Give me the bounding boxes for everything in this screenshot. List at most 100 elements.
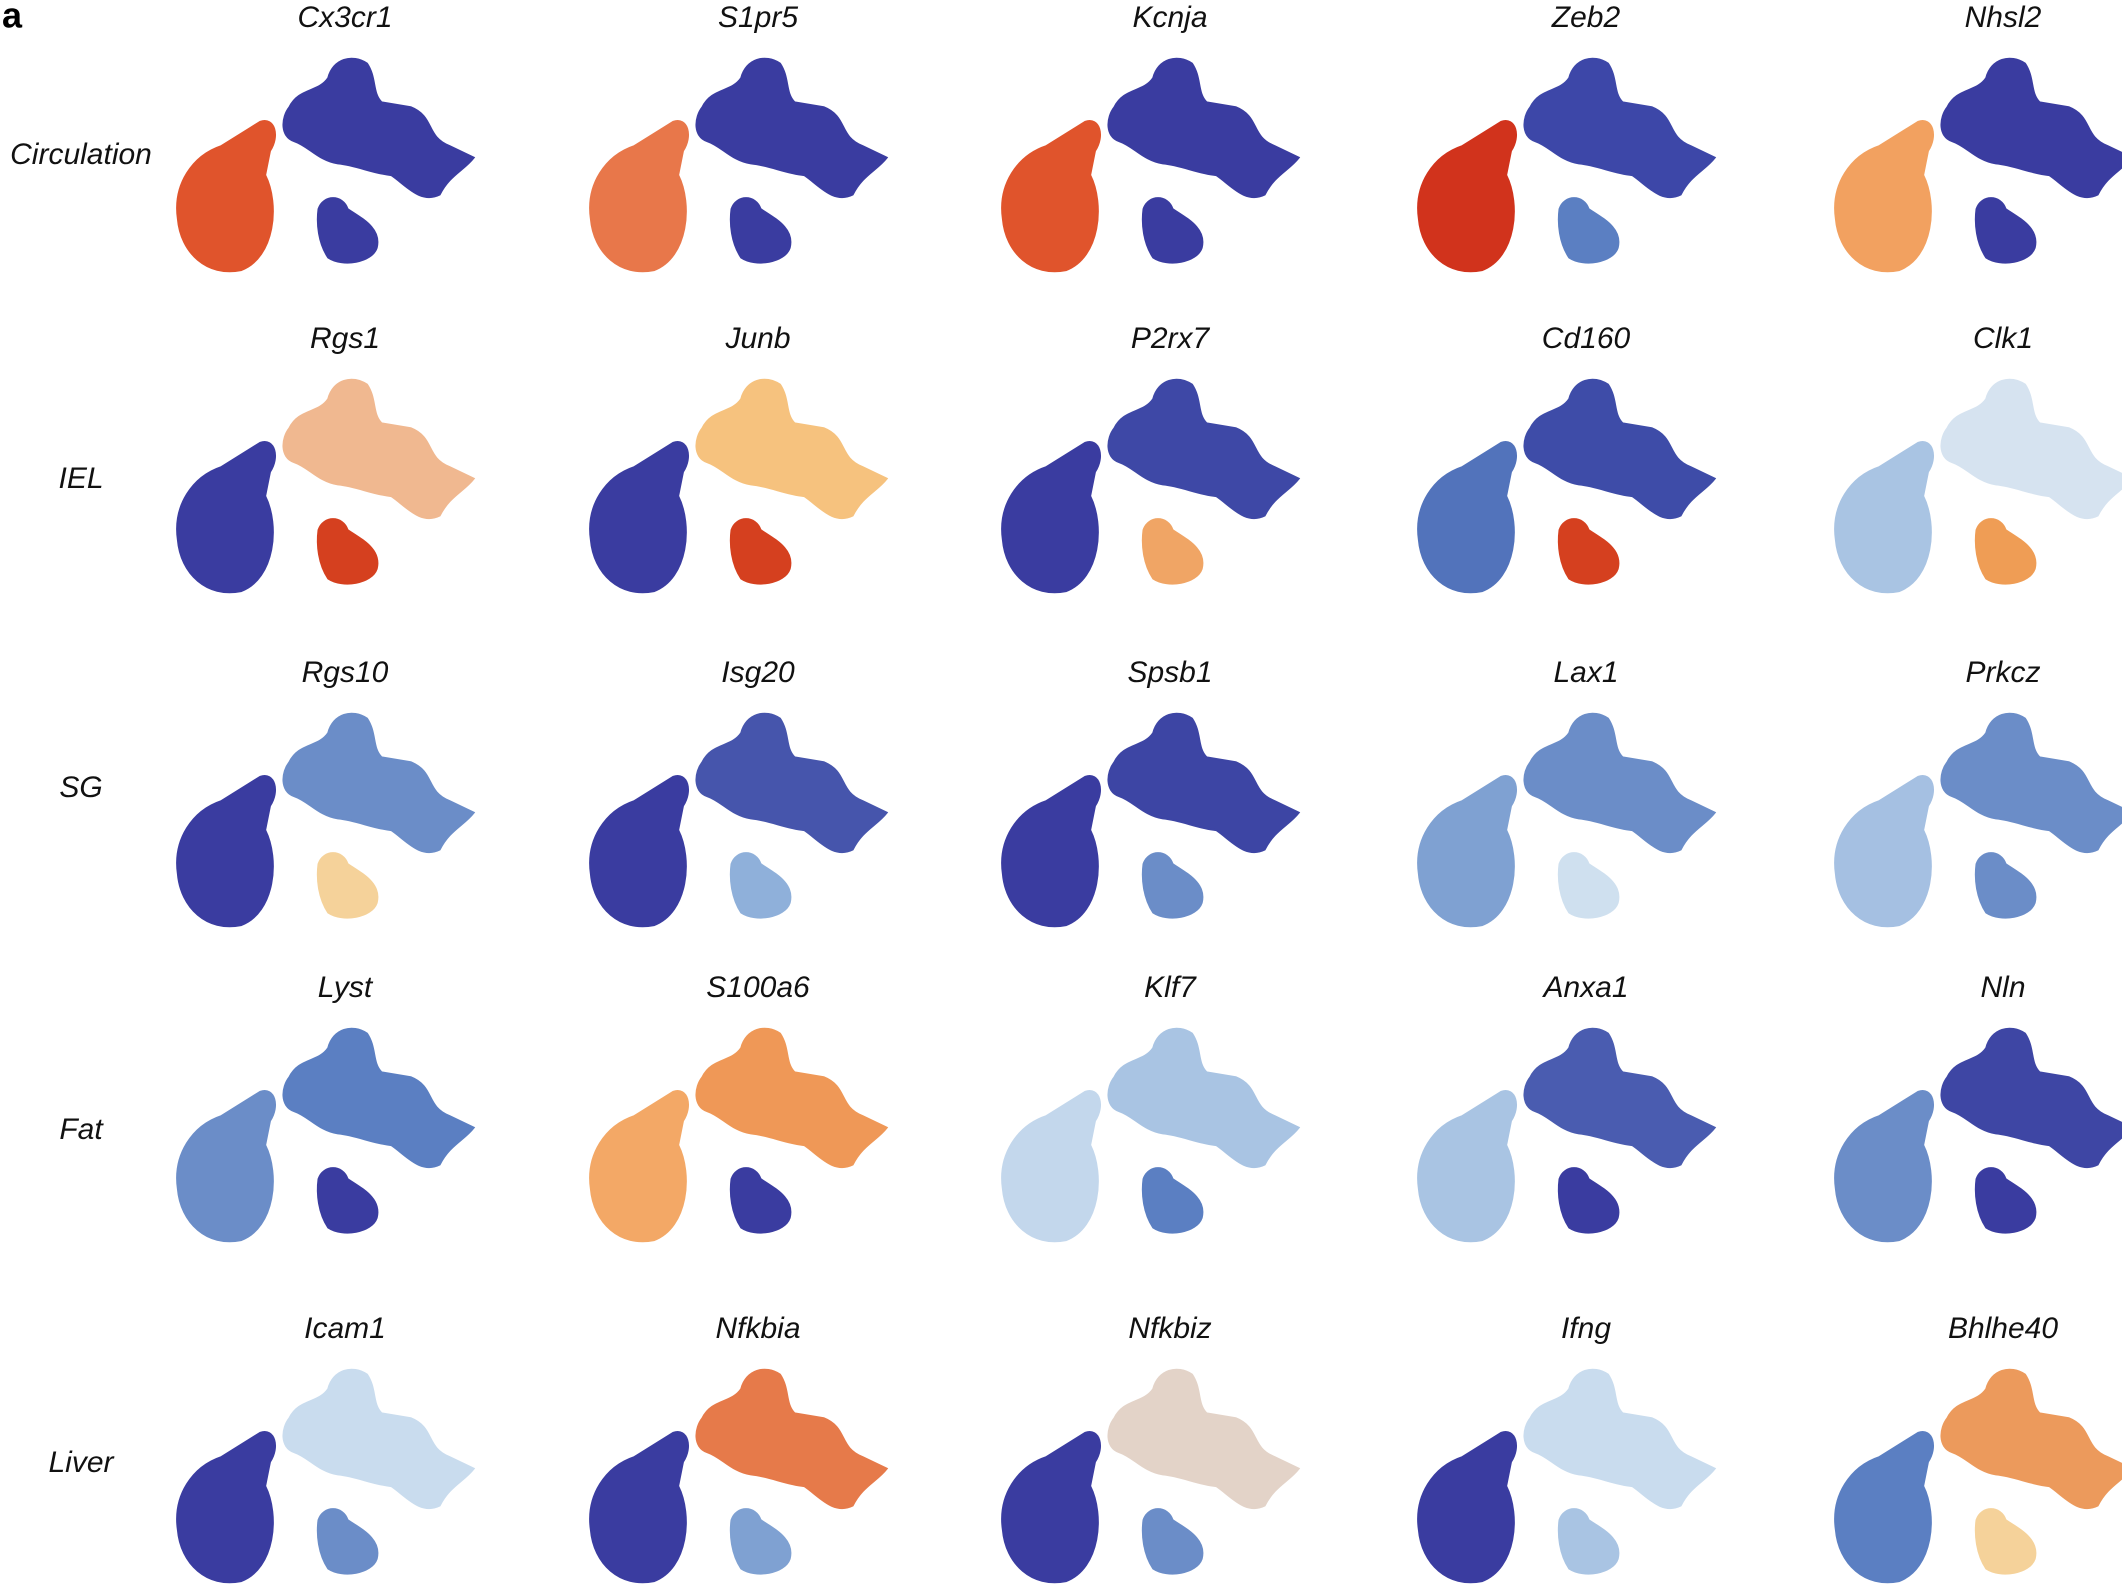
umap-bottom-cluster <box>1974 852 2037 919</box>
umap-bottom-cluster <box>1557 852 1620 919</box>
umap-plot <box>176 1027 476 1243</box>
umap-plot <box>1834 1368 2122 1584</box>
umap-plot <box>1001 712 1301 928</box>
tissue-label: Liver <box>48 1446 114 1479</box>
umap-main-cluster <box>1523 57 1717 198</box>
umap-left-cluster <box>176 1090 276 1243</box>
umap-bottom-cluster <box>1557 1167 1620 1234</box>
umap-plot <box>1001 378 1301 594</box>
umap-plot <box>176 712 476 928</box>
umap-bottom-cluster <box>1974 518 2037 585</box>
umap-left-cluster <box>589 775 689 928</box>
tissue-label: IEL <box>58 462 103 495</box>
umap-bottom-cluster <box>1557 1508 1620 1575</box>
umap-bottom-cluster <box>316 1167 379 1234</box>
umap-main-cluster <box>1523 712 1717 853</box>
umap-bottom-cluster <box>1974 1167 2037 1234</box>
umap-left-cluster <box>1834 1431 1934 1584</box>
umap-bottom-cluster <box>729 197 792 264</box>
umap-plot <box>589 712 889 928</box>
gene-title: Lax1 <box>1553 656 1618 689</box>
umap-main-cluster <box>695 378 889 519</box>
umap-bottom-cluster <box>729 1167 792 1234</box>
umap-main-cluster <box>1523 1027 1717 1168</box>
umap-plot <box>589 57 889 273</box>
umap-main-cluster <box>1940 378 2122 519</box>
umap-main-cluster <box>1940 1027 2122 1168</box>
gene-title: Kcnja <box>1132 1 1207 34</box>
umap-plot <box>1001 57 1301 273</box>
umap-bottom-cluster <box>1141 852 1204 919</box>
umap-plot <box>176 1368 476 1584</box>
umap-plot <box>1417 57 1717 273</box>
umap-plot <box>176 378 476 594</box>
umap-plot <box>176 57 476 273</box>
umap-bottom-cluster <box>729 518 792 585</box>
umap-plot <box>1834 712 2122 928</box>
umap-left-cluster <box>1417 1090 1517 1243</box>
umap-main-cluster <box>1940 57 2122 198</box>
umap-bottom-cluster <box>1974 1508 2037 1575</box>
umap-left-cluster <box>589 1090 689 1243</box>
umap-plot <box>589 1368 889 1584</box>
panel-label: a <box>2 0 23 36</box>
umap-plot <box>589 1027 889 1243</box>
umap-main-cluster <box>1107 1027 1301 1168</box>
umap-bottom-cluster <box>729 1508 792 1575</box>
umap-main-cluster <box>1107 378 1301 519</box>
gene-title: Nhsl2 <box>1965 1 2042 34</box>
umap-main-cluster <box>1940 712 2122 853</box>
umap-bottom-cluster <box>1141 518 1204 585</box>
umap-left-cluster <box>1001 1090 1101 1243</box>
umap-left-cluster <box>176 1431 276 1584</box>
umap-main-cluster <box>1107 57 1301 198</box>
gene-title: Isg20 <box>721 656 795 689</box>
umap-left-cluster <box>589 120 689 273</box>
umap-left-cluster <box>1001 775 1101 928</box>
tissue-label: Circulation <box>10 138 152 171</box>
umap-left-cluster <box>1001 120 1101 273</box>
gene-title: S1pr5 <box>718 1 798 34</box>
umap-bottom-cluster <box>316 197 379 264</box>
umap-left-cluster <box>1001 441 1101 594</box>
umap-main-cluster <box>282 378 476 519</box>
umap-plot <box>1417 1368 1717 1584</box>
umap-main-cluster <box>1107 1368 1301 1509</box>
umap-bottom-cluster <box>1974 197 2037 264</box>
umap-main-cluster <box>695 57 889 198</box>
gene-title: Klf7 <box>1144 971 1197 1004</box>
umap-main-cluster <box>1523 1368 1717 1509</box>
umap-bottom-cluster <box>316 518 379 585</box>
umap-main-cluster <box>282 1027 476 1168</box>
gene-title: Nfkbiz <box>1128 1312 1211 1345</box>
umap-left-cluster <box>176 120 276 273</box>
gene-title: Zeb2 <box>1551 1 1621 34</box>
umap-main-cluster <box>282 712 476 853</box>
umap-main-cluster <box>695 712 889 853</box>
gene-title: Bhlhe40 <box>1948 1312 2058 1345</box>
gene-title: Nfkbia <box>715 1312 800 1345</box>
umap-plot <box>589 378 889 594</box>
gene-title: Junb <box>724 322 790 355</box>
umap-left-cluster <box>589 1431 689 1584</box>
umap-left-cluster <box>1417 441 1517 594</box>
umap-bottom-cluster <box>316 1508 379 1575</box>
umap-plot <box>1834 378 2122 594</box>
umap-left-cluster <box>1834 1090 1934 1243</box>
umap-bottom-cluster <box>1141 1508 1204 1575</box>
umap-plot <box>1417 712 1717 928</box>
gene-title: Cx3cr1 <box>297 1 392 34</box>
umap-bottom-cluster <box>316 852 379 919</box>
umap-plot <box>1834 57 2122 273</box>
umap-plot <box>1001 1027 1301 1243</box>
umap-main-cluster <box>1107 712 1301 853</box>
umap-left-cluster <box>1834 120 1934 273</box>
gene-title: Lyst <box>318 971 374 1004</box>
umap-plot <box>1834 1027 2122 1243</box>
umap-main-cluster <box>282 57 476 198</box>
umap-left-cluster <box>1417 1431 1517 1584</box>
umap-plot <box>1001 1368 1301 1584</box>
gene-title: P2rx7 <box>1131 322 1211 355</box>
gene-title: Rgs1 <box>310 322 380 355</box>
gene-title: S100a6 <box>706 971 810 1004</box>
